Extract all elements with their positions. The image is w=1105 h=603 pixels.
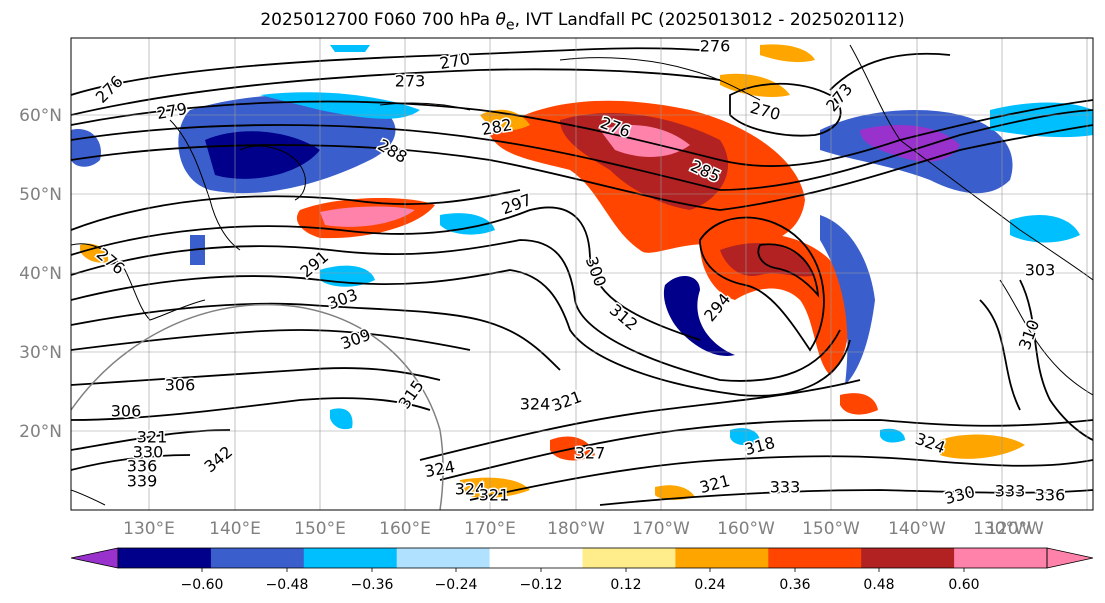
contour-label: 306 [165, 376, 196, 395]
lon-label: 140°W [888, 519, 946, 539]
neg-shade-swirl [820, 215, 875, 385]
colorbar-frame [117, 547, 1048, 569]
contour-label: 336 [127, 457, 158, 476]
lon-label: 150°E [294, 519, 346, 539]
colorbar-tick-label: 0.12 [610, 577, 641, 593]
lat-label: 30°N [19, 343, 62, 363]
gridlines [71, 38, 1093, 510]
colorbar-tick-label: −0.60 [181, 577, 224, 593]
latitude-labels: 60°N 50°N 40°N 30°N 20°N [19, 106, 62, 442]
shading-layer [71, 44, 1093, 500]
lat-label: 20°N [19, 422, 62, 442]
lon-label: 120°W [986, 519, 1044, 539]
colorbar-segment [675, 548, 769, 568]
lat-label: 40°N [19, 264, 62, 284]
contour-label: 339 [127, 472, 158, 491]
colorbar-tick-label: −0.24 [435, 577, 478, 593]
lon-label: 150°W [802, 519, 860, 539]
contour-label: 303 [1025, 261, 1056, 280]
range-arcs [71, 303, 444, 510]
colorbar-segment [768, 548, 862, 568]
colorbar-tick-label: 0.48 [863, 577, 894, 593]
colorbar-segment [210, 548, 305, 568]
colorbar [70, 547, 1094, 569]
map-frame [70, 37, 1094, 511]
contour-lines [71, 47, 1093, 506]
longitude-labels: 130°E 140°E 150°E 160°E 170°E 180°W 170°W 160°W… [123, 519, 1044, 539]
lon-label: 130°W [973, 519, 1031, 539]
contour-label: 330 [133, 443, 164, 462]
colorbar-segment [303, 548, 398, 568]
contour-label: 324 [520, 395, 551, 414]
lat-label: 50°N [19, 185, 62, 205]
contour-label: 276 [700, 37, 731, 56]
lon-label: 160°E [379, 519, 431, 539]
colorbar-tick-label: −0.36 [351, 577, 394, 593]
contour-label: 336 [1035, 486, 1066, 505]
lon-label: 170°W [632, 519, 690, 539]
colorbar-tick-label: 0.36 [779, 577, 810, 593]
colorbar-segment [118, 548, 212, 568]
lon-label: 180°W [547, 519, 605, 539]
contour-label: 324 [455, 480, 486, 499]
colorbar-segment [582, 548, 676, 568]
lon-label: 140°E [209, 519, 261, 539]
coastlines [71, 44, 1093, 506]
contour-label: 306 [111, 402, 142, 421]
colorbar-extend-high [1046, 547, 1094, 569]
contour-label: 321 [479, 486, 510, 505]
colorbar-tick-labels: −0.60 −0.48 −0.36 −0.24 −0.12 0.12 0.24 0.36 0.4… [181, 568, 980, 593]
colorbar-segment [861, 548, 955, 568]
colorbar-tick-label: 0.24 [694, 577, 725, 593]
lon-label: 130°E [123, 519, 175, 539]
lon-label: 170°E [464, 519, 516, 539]
lat-label: 60°N [19, 106, 62, 126]
colorbar-tick-label: 0.60 [948, 577, 979, 593]
contour-label: 333 [995, 482, 1026, 501]
colorbar-extend-low [70, 547, 119, 569]
contour-label: 273 [395, 72, 426, 91]
figure-title: 2025012700 F060 700 hPa θe, IVT Landfall… [260, 10, 905, 34]
colorbar-tick-label: −0.12 [520, 577, 563, 593]
contour-label: 333 [770, 478, 801, 497]
colorbar-segment [489, 548, 583, 568]
contour-label: 321 [137, 428, 168, 447]
lon-label: 160°W [717, 519, 775, 539]
colorbar-segment [396, 548, 491, 568]
colorbar-segment [954, 548, 1048, 568]
colorbar-tick-label: −0.48 [266, 577, 309, 593]
contour-label: 327 [575, 444, 606, 463]
